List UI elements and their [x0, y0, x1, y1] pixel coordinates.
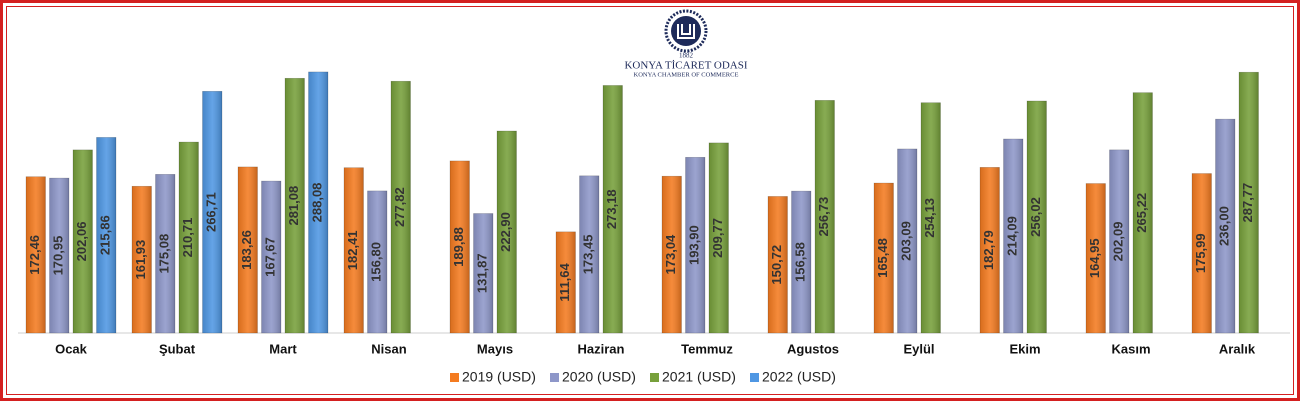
value-label: 150,72: [769, 245, 784, 285]
x-tick-label: Ocak: [55, 341, 88, 356]
value-label: 182,41: [345, 230, 360, 270]
value-label: 167,67: [263, 237, 278, 277]
value-label: 214,09: [1005, 216, 1020, 256]
value-label: 209,77: [710, 218, 725, 258]
value-label: 288,08: [310, 183, 325, 223]
value-label: 266,71: [204, 192, 219, 232]
value-label: 173,04: [663, 234, 678, 275]
value-label: 281,08: [286, 186, 301, 226]
value-label: 265,22: [1134, 193, 1149, 233]
legend-label: 2019 (USD): [462, 369, 536, 385]
inner-frame: [6, 6, 1294, 395]
x-tick-label: Agustos: [787, 341, 839, 356]
value-label: 161,93: [133, 240, 148, 280]
value-label: 202,06: [74, 222, 89, 262]
value-label: 202,09: [1111, 222, 1126, 262]
logo-year: 1882: [679, 52, 694, 60]
logo-mark: [677, 24, 695, 39]
value-label: 156,58: [793, 242, 808, 282]
value-label: 273,18: [604, 189, 619, 229]
value-label: 165,48: [875, 238, 890, 278]
value-label: 256,73: [816, 197, 831, 237]
value-label: 183,26: [239, 230, 254, 270]
x-tick-label: Nisan: [371, 341, 406, 356]
x-tick-label: Eylül: [903, 341, 934, 356]
value-label: 164,95: [1087, 238, 1102, 278]
value-label: 222,90: [498, 212, 513, 252]
x-tick-label: Kasım: [1111, 341, 1150, 356]
value-label: 172,46: [27, 235, 42, 275]
x-tick-label: Mayıs: [477, 341, 513, 356]
x-tick-label: Mart: [269, 341, 297, 356]
value-label: 210,71: [180, 218, 195, 258]
value-label: 156,80: [369, 242, 384, 282]
x-tick-label: Ekim: [1009, 341, 1040, 356]
logo-emblem: [671, 16, 701, 46]
logo-name: KONYA TİCARET ODASI: [624, 60, 747, 72]
value-label: 170,95: [51, 236, 66, 276]
value-label: 256,02: [1028, 197, 1043, 237]
value-label: 131,87: [475, 253, 490, 293]
legend-swatch: [450, 373, 459, 382]
x-tick-label: Temmuz: [681, 341, 733, 356]
value-label: 203,09: [899, 221, 914, 261]
value-label: 189,88: [451, 227, 466, 267]
legend-label: 2022 (USD): [762, 369, 836, 385]
logo: 1882 KONYA TİCARET ODASI KONYA CHAMBER O…: [624, 9, 748, 78]
value-label: 182,79: [981, 230, 996, 270]
value-label: 173,45: [581, 235, 596, 275]
logo-subtitle: KONYA CHAMBER OF COMMERCE: [634, 71, 739, 78]
value-label: 254,13: [922, 198, 937, 238]
legend-label: 2020 (USD): [562, 369, 636, 385]
legend-swatch: [550, 373, 559, 382]
legend-label: 2021 (USD): [662, 369, 736, 385]
legend-swatch: [650, 373, 659, 382]
value-label: 287,77: [1240, 183, 1255, 223]
value-label: 193,90: [687, 225, 702, 265]
value-label: 175,08: [157, 234, 172, 274]
x-tick-label: Haziran: [578, 341, 625, 356]
value-label: 277,82: [392, 187, 407, 227]
value-label: 236,00: [1217, 206, 1232, 246]
value-label: 175,99: [1193, 233, 1208, 273]
x-tick-label: Şubat: [159, 341, 196, 356]
logo-ring: [664, 9, 708, 53]
value-label: 111,64: [557, 262, 572, 301]
legend-swatch: [750, 373, 759, 382]
x-tick-label: Aralık: [1219, 341, 1256, 356]
value-label: 215,86: [98, 215, 113, 255]
